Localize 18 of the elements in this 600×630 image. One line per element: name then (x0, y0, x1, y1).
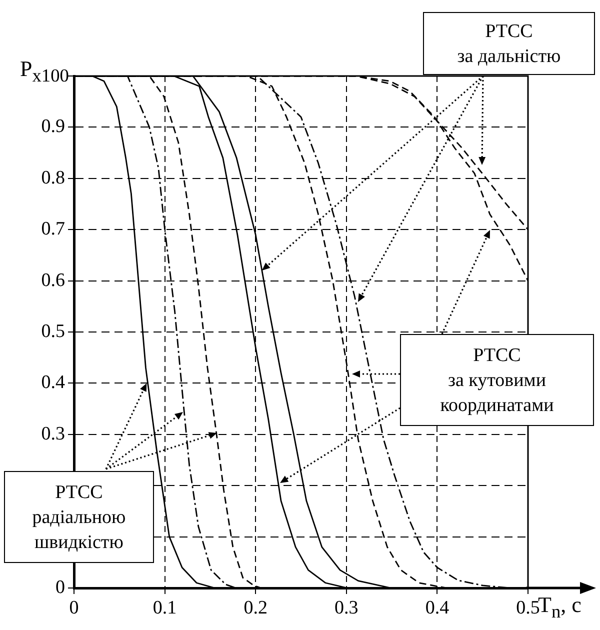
y-tick-label: 0.6 (41, 270, 65, 291)
y-tick-label: 0.3 (41, 423, 65, 444)
x-tick-label: 0.3 (334, 597, 358, 618)
y-tick-label: 0.5 (41, 320, 65, 342)
text-box: РТСС за кутовими координатами (400, 334, 594, 426)
y-tick-label: 0.8 (41, 167, 65, 188)
text-box: РТСС радіальною швидкістю (4, 471, 154, 563)
y-tick-label: 0.4 (41, 372, 66, 394)
x-tick-label: 0 (69, 597, 79, 618)
x-axis-title: T$_{n}$, c (538, 592, 582, 622)
x-tick-label: 0.1 (152, 597, 177, 618)
y-tick-label: 0 (56, 576, 65, 598)
y-tick-label: 0.7 (41, 218, 65, 240)
y-tick-label: 0.9 (41, 116, 65, 138)
y-axis-title: P$_{x100}$ (20, 56, 69, 86)
x-tick-label: 0.2 (244, 597, 268, 618)
x-tick-label: 0.4 (425, 597, 450, 618)
text-box: РТСС за дальністю (423, 12, 595, 75)
